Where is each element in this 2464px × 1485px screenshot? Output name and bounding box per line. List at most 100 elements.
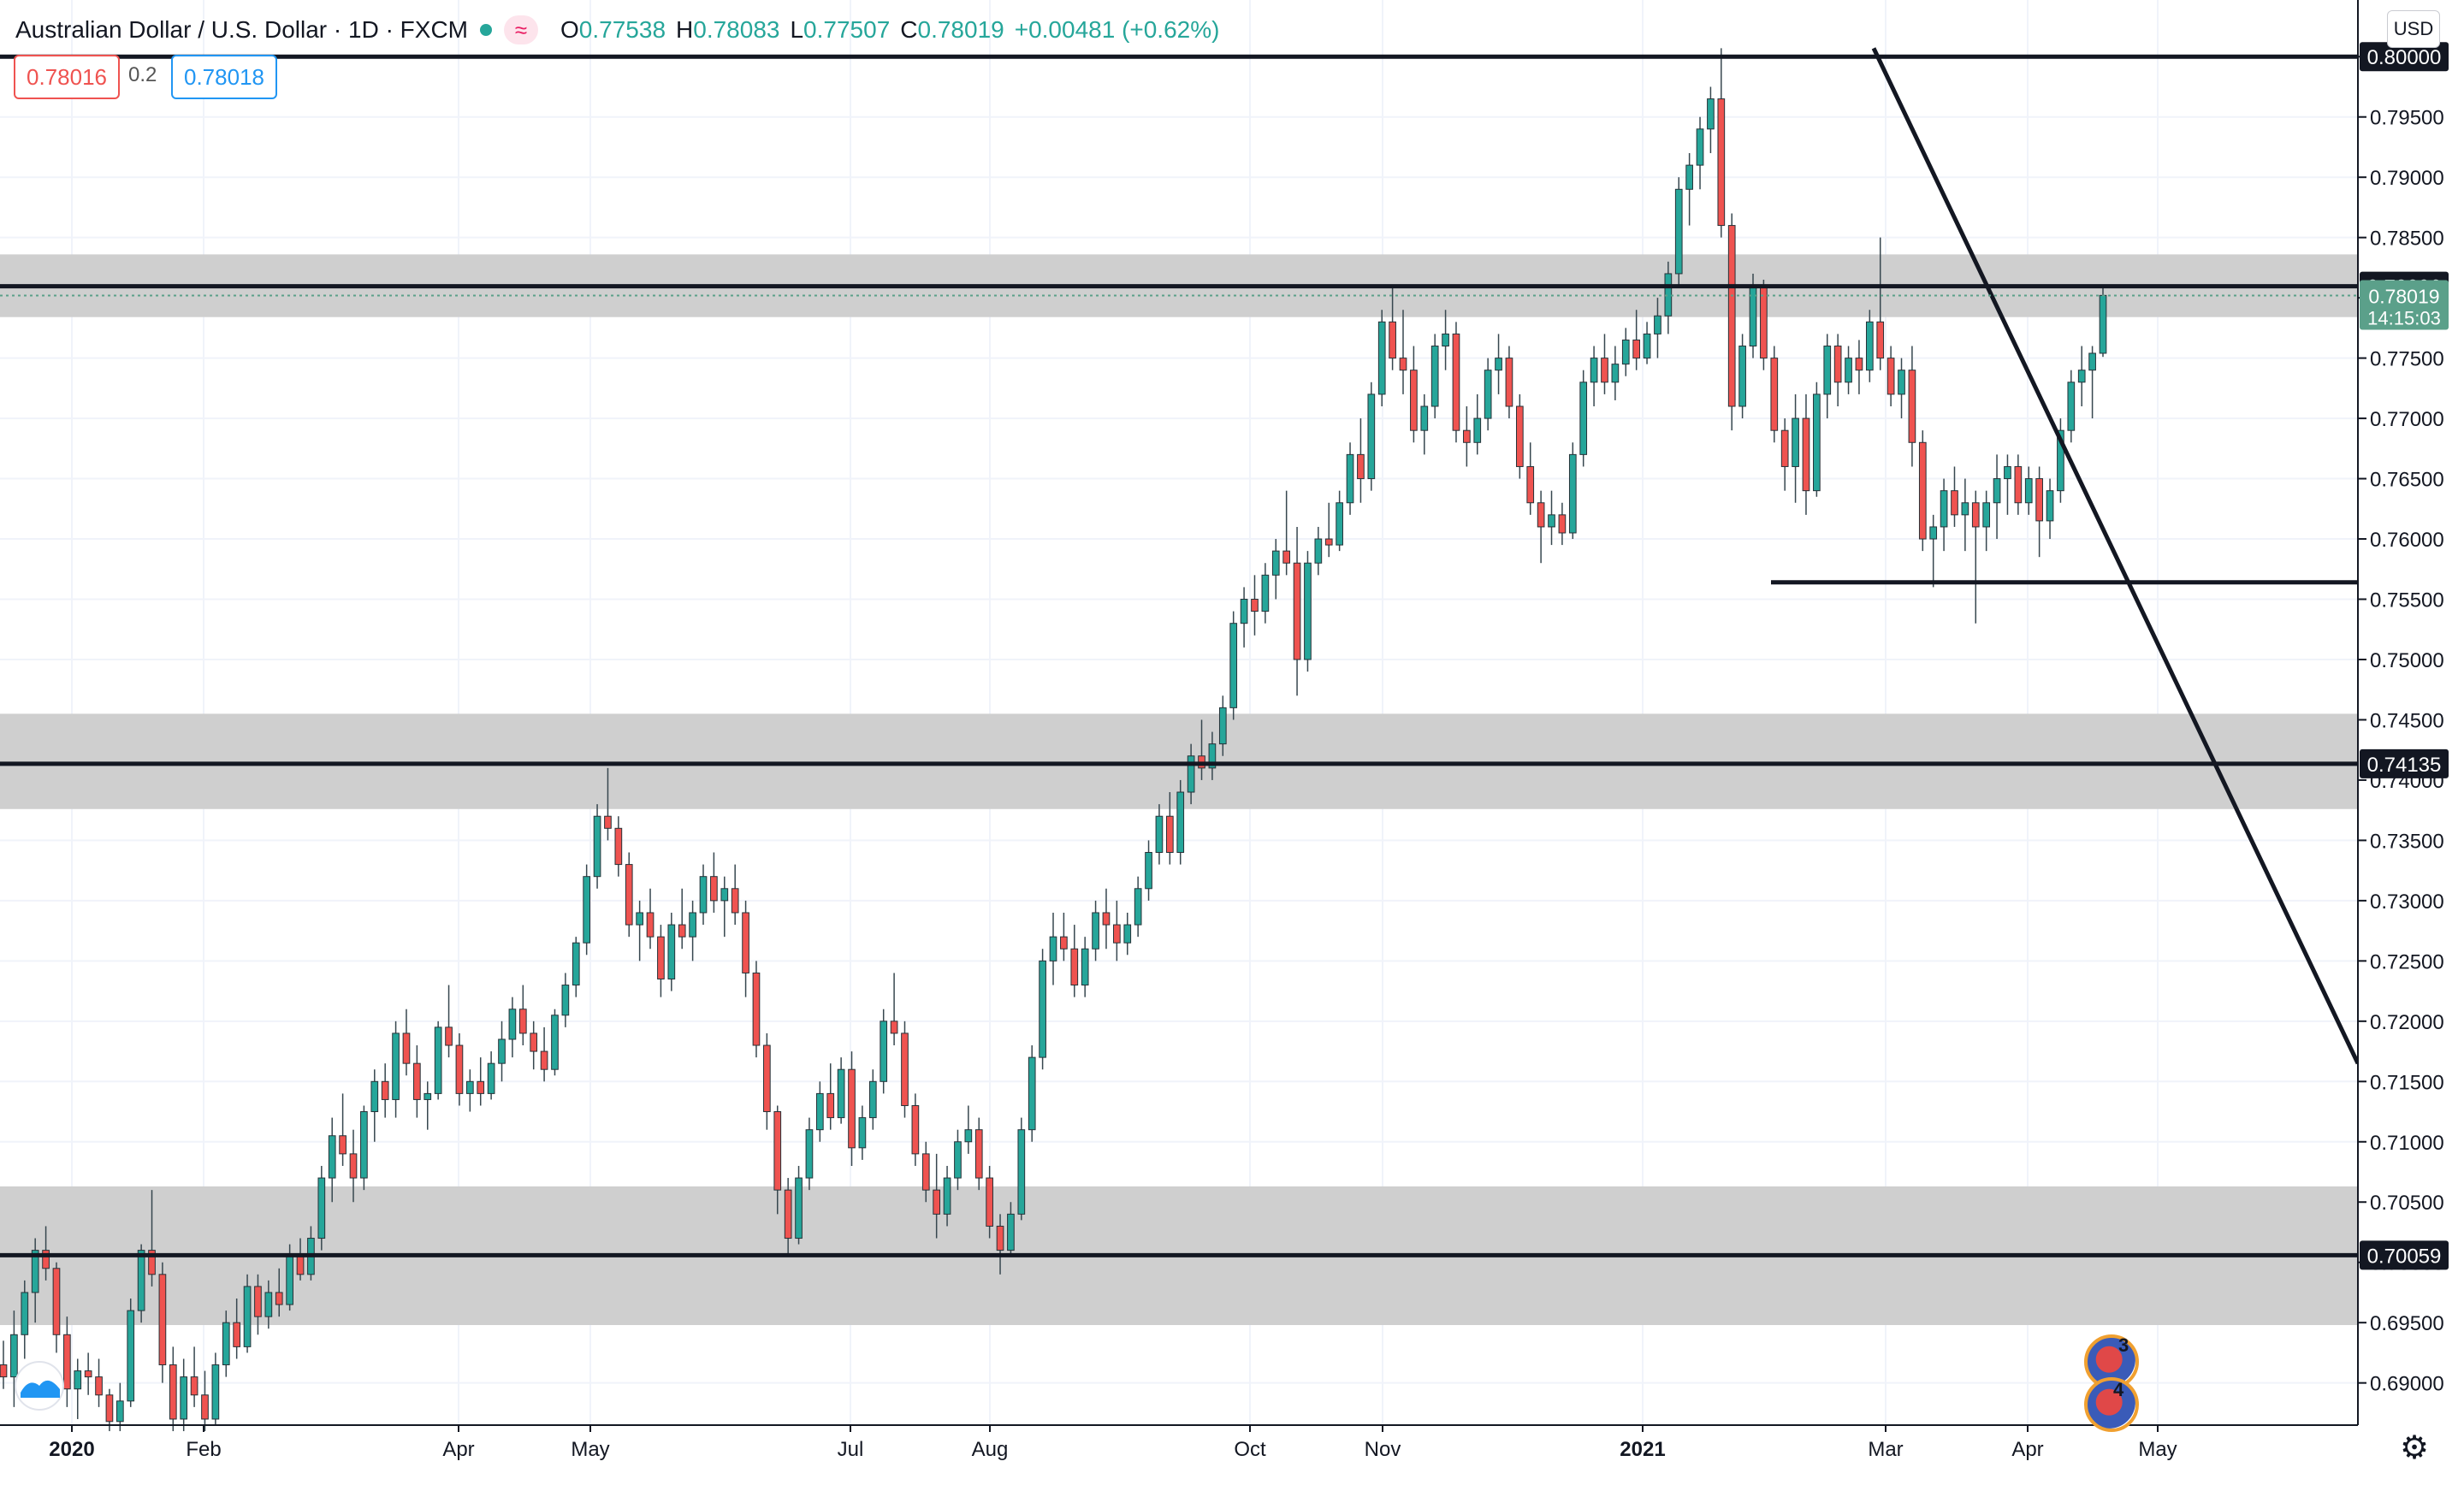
candle	[455, 1032, 464, 1106]
candle-body	[646, 912, 654, 938]
candle-body	[1898, 370, 1905, 395]
level-price-tag	[2360, 748, 2449, 778]
candle	[1876, 237, 1885, 370]
candle	[954, 1129, 962, 1191]
candle	[1590, 346, 1598, 406]
candle	[1060, 912, 1068, 961]
candle-body	[1357, 453, 1365, 480]
candle	[116, 1382, 124, 1432]
candle	[1240, 587, 1248, 648]
candle	[1430, 334, 1439, 419]
close-label: C	[900, 16, 918, 43]
candle-body	[933, 1189, 941, 1215]
candle	[1674, 177, 1683, 287]
candle	[1357, 418, 1365, 503]
candle	[1399, 310, 1407, 394]
candle-body	[1081, 948, 1089, 986]
candle-body	[477, 1080, 485, 1094]
candle	[1473, 393, 1482, 455]
candle-body	[402, 1032, 411, 1064]
candle	[614, 816, 623, 877]
price-tick-label: 0.76500	[2370, 469, 2444, 492]
symbol-title[interactable]: Australian Dollar / U.S. Dollar · 1D · F…	[15, 16, 469, 43]
candle	[1537, 490, 1545, 564]
candle	[1251, 575, 1259, 636]
candle-body	[518, 1009, 527, 1034]
price-axis[interactable]: 0.690000.695000.700000.705000.710000.715…	[2357, 0, 2464, 1485]
candle	[392, 1021, 400, 1118]
candle-body	[890, 1021, 898, 1034]
candle-body	[2004, 465, 2011, 480]
wave-icon[interactable]: ≈	[504, 15, 539, 44]
candle	[996, 1214, 1004, 1275]
candle-body	[424, 1092, 432, 1100]
time-tick-label: May	[571, 1438, 609, 1461]
candle	[625, 852, 633, 938]
candle-body	[1165, 815, 1174, 853]
candle-body	[1484, 370, 1492, 419]
sell-price-button[interactable]: 0.78016	[14, 55, 120, 99]
candle-body	[233, 1322, 241, 1347]
candle	[1134, 876, 1142, 938]
candle-body	[1336, 502, 1343, 546]
time-tick-label: Feb	[186, 1438, 221, 1461]
candle-body	[1568, 453, 1577, 534]
candle	[530, 1021, 538, 1070]
candle	[689, 900, 696, 961]
gear-icon[interactable]: ⚙	[2400, 1430, 2430, 1466]
candle-body	[1929, 526, 1938, 540]
candle-body	[1908, 370, 1916, 443]
candle-body	[689, 912, 696, 938]
candle	[445, 985, 453, 1058]
candle	[773, 1105, 782, 1215]
candle	[943, 1165, 951, 1227]
time-axis[interactable]: 2020 Feb Apr May Jul Aug Oct Nov 2021 Mar Apr May	[0, 1424, 2358, 1461]
candle-body	[1537, 502, 1545, 528]
candle	[349, 1129, 358, 1203]
candle	[1886, 346, 1895, 406]
candle-body	[901, 1032, 909, 1106]
candle	[1039, 949, 1046, 1070]
candle-body	[826, 1092, 835, 1119]
candle	[127, 1299, 135, 1407]
close-value: 0.78019	[917, 16, 1004, 43]
candle	[1845, 346, 1852, 394]
candle-body	[169, 1364, 177, 1420]
candle	[1951, 466, 1958, 527]
candle	[636, 900, 643, 961]
high-label: H	[676, 16, 694, 43]
candle-body	[2024, 478, 2033, 504]
candle	[1971, 490, 1980, 624]
candle-body	[858, 1117, 867, 1149]
candle-body	[1187, 755, 1195, 793]
candle	[1505, 346, 1513, 419]
candle-body	[583, 876, 591, 944]
candle-body	[381, 1080, 389, 1100]
chart-drawings[interactable]	[0, 47, 2360, 1411]
candle-body	[1760, 285, 1768, 359]
candle	[1548, 490, 1555, 546]
price-tick-label: 0.71500	[2370, 1071, 2444, 1094]
candle-body	[487, 1062, 495, 1094]
candle-body	[1017, 1129, 1026, 1215]
candle	[52, 1262, 61, 1353]
candle	[561, 973, 570, 1027]
candle-body	[1548, 514, 1555, 528]
candle-body	[1039, 960, 1046, 1058]
candle-body	[1102, 912, 1111, 926]
candle-body	[1123, 924, 1132, 944]
candle-body	[1240, 599, 1248, 624]
candle	[1145, 840, 1152, 901]
candle	[1410, 346, 1418, 443]
candle	[1218, 695, 1227, 756]
us-event-flag-icon[interactable]	[2084, 1377, 2139, 1432]
candle	[784, 1178, 792, 1257]
currency-button[interactable]: USD	[2387, 10, 2440, 48]
candle-body	[561, 985, 570, 1016]
candle-body	[1993, 478, 2001, 504]
time-tick-label: Jul	[838, 1438, 864, 1461]
buy-price-button[interactable]: 0.78018	[171, 55, 277, 99]
candle-body	[625, 864, 633, 926]
candle-body	[1442, 333, 1449, 347]
